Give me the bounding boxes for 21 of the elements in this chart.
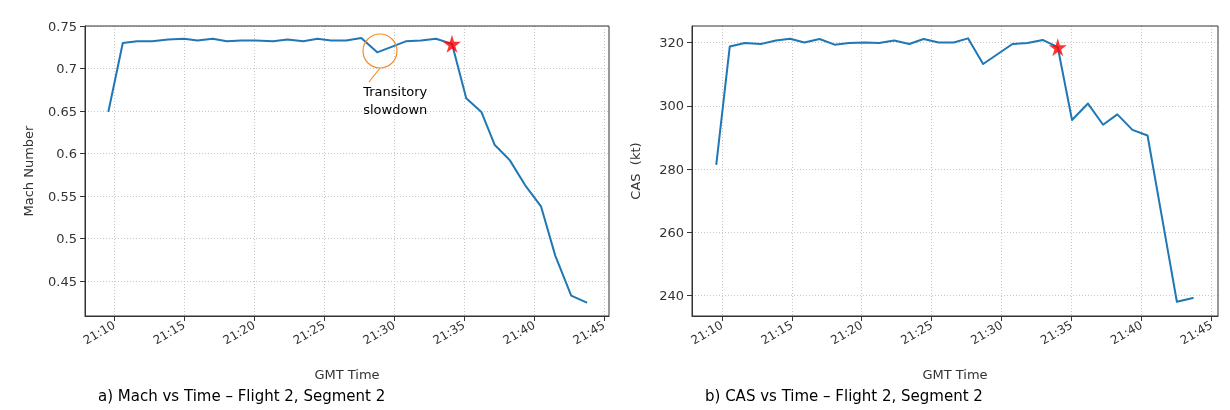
y-tick-label: 280 bbox=[659, 161, 684, 177]
y-tick-label: 0.75 bbox=[48, 18, 77, 34]
annotation: Transitory slowdown bbox=[362, 83, 428, 117]
y-tick-label: 0.65 bbox=[48, 103, 77, 119]
text: a) Mach vs Time – Flight 2, Segment 2 bbox=[98, 386, 386, 405]
x-axis-title: GMT Time bbox=[314, 367, 380, 382]
text: b) CAS vs Time – Flight 2, Segment 2 bbox=[705, 386, 983, 405]
y-tick-label: 0.45 bbox=[48, 273, 77, 289]
y-tick-label: 0.6 bbox=[56, 146, 77, 162]
line-series bbox=[107, 36, 588, 304]
y-tick-label: 0.5 bbox=[56, 231, 77, 247]
y-tick-label: 240 bbox=[659, 288, 684, 304]
y-tick-label: 300 bbox=[659, 98, 684, 114]
y-axis-title: Mach Number bbox=[21, 124, 36, 217]
y-tick-label: 320 bbox=[659, 34, 684, 50]
line-series bbox=[715, 37, 1194, 303]
x-axis-title: GMT Time bbox=[922, 367, 988, 382]
y-tick-label: 260 bbox=[659, 224, 684, 240]
y-tick-label: 0.7 bbox=[56, 61, 77, 77]
y-axis-title: CAS (kt) bbox=[628, 142, 643, 200]
y-tick-label: 0.55 bbox=[48, 188, 77, 204]
